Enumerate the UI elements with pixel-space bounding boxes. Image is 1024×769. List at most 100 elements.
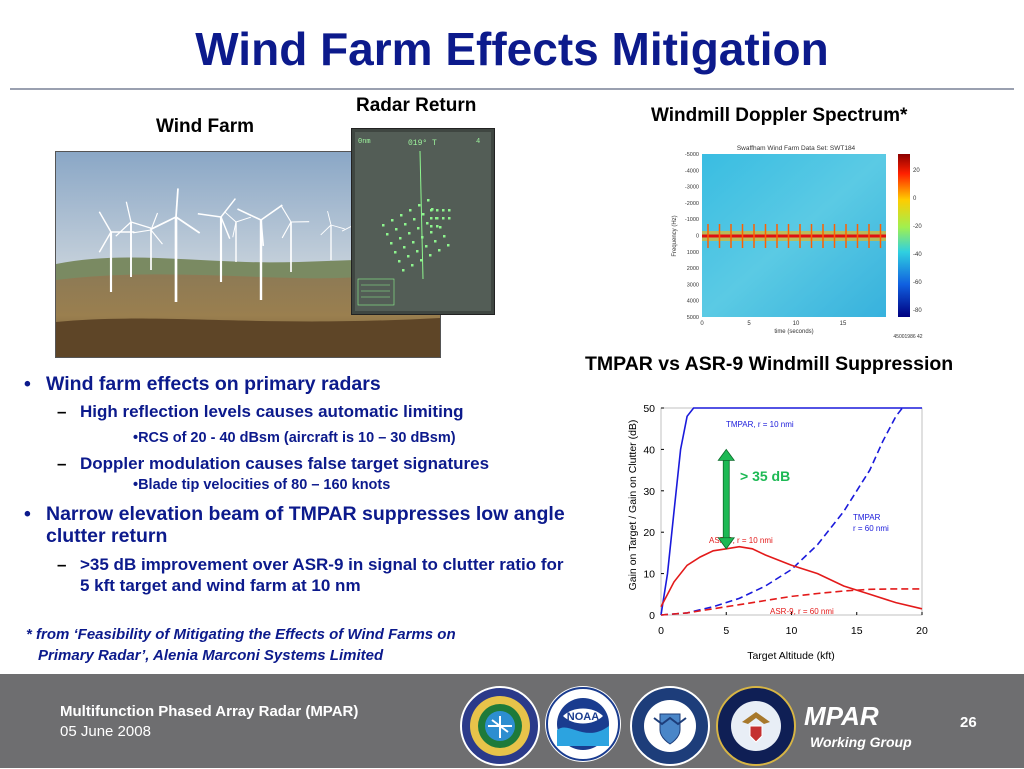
spectrum-y-tick: 0 bbox=[696, 234, 699, 240]
series-line-1 bbox=[661, 408, 902, 615]
spectrum-ylabel: Frequency (Hz) bbox=[672, 215, 678, 256]
y-tick-label: 10 bbox=[643, 569, 655, 581]
x-tick-label: 15 bbox=[851, 625, 863, 637]
radar-echo-dot bbox=[413, 218, 416, 221]
chart-plot-frame bbox=[661, 408, 922, 615]
spectrum-y-tick: 3000 bbox=[687, 282, 699, 288]
spectrum-y-tick: 1000 bbox=[687, 250, 699, 256]
bullet-narrow-beam: Narrow elevation beam of TMPAR suppresse… bbox=[20, 503, 566, 547]
radar-echo-dot bbox=[399, 237, 402, 240]
sub-bullet-text: High reflection levels causes automatic … bbox=[80, 402, 464, 421]
dhs-seal-graphic bbox=[632, 688, 708, 764]
arrow-head-up bbox=[718, 449, 734, 460]
radar-echo-dot bbox=[430, 225, 433, 228]
y-tick-label: 20 bbox=[643, 527, 655, 539]
spectrum-id: 45001986 42 bbox=[893, 334, 922, 340]
radar-display: 0nm 019° T 4 bbox=[352, 129, 494, 314]
slide-title: Wind Farm Effects Mitigation bbox=[0, 22, 1024, 76]
title-divider bbox=[10, 88, 1014, 90]
faa-seal-icon bbox=[460, 686, 540, 766]
radar-echo-dot bbox=[436, 217, 439, 220]
label-asr-60: ASR-9, r = 60 nmi bbox=[770, 607, 834, 616]
radar-echo-dot bbox=[411, 264, 414, 267]
radar-echo-dot bbox=[398, 260, 401, 263]
x-tick-label: 20 bbox=[916, 625, 928, 637]
radar-echo-dot bbox=[408, 232, 411, 235]
radar-echo-dot bbox=[412, 241, 415, 244]
spectrum-y-tick: -2000 bbox=[685, 201, 699, 207]
radar-scale-label: 4 bbox=[476, 138, 480, 146]
spectrum-x-tick: 10 bbox=[793, 321, 800, 327]
x-tick-label: 5 bbox=[723, 625, 729, 637]
sub-bullet-doppler: Doppler modulation causes false target s… bbox=[20, 453, 580, 474]
radar-echo-dot bbox=[442, 217, 445, 220]
radar-echo-dot bbox=[427, 199, 430, 202]
radar-echo-dot bbox=[403, 246, 406, 249]
mpar-brand-subtitle: Working Group bbox=[810, 734, 912, 750]
colorbar-tick: 0 bbox=[913, 196, 917, 202]
radar-echo-dot bbox=[418, 204, 421, 207]
footer-program: Multifunction Phased Array Radar (MPAR) bbox=[60, 703, 358, 720]
label-tmpar-60-line2: r = 60 nmi bbox=[853, 524, 889, 533]
sub-bullet-improvement: >35 dB improvement over ASR-9 in signal … bbox=[20, 554, 570, 596]
radar-bearing-label: 019° T bbox=[408, 139, 437, 148]
footnote: * from ‘Feasibility of Mitigating the Ef… bbox=[26, 624, 456, 666]
y-tick-label: 40 bbox=[643, 444, 655, 456]
y-tick-label: 30 bbox=[643, 486, 655, 498]
radar-echo-dot bbox=[422, 213, 425, 216]
radar-return-caption: Radar Return bbox=[356, 95, 476, 117]
doppler-caption: Windmill Doppler Spectrum* bbox=[651, 105, 907, 127]
radar-echo-dot bbox=[426, 222, 429, 225]
radar-echo-dot bbox=[394, 251, 397, 254]
label-tmpar-60-line1: TMPAR bbox=[853, 513, 881, 522]
radar-echo-dot bbox=[420, 259, 423, 262]
footer-date: 05 June 2008 bbox=[60, 723, 151, 740]
colorbar-tick: -40 bbox=[913, 252, 922, 258]
y-tick-label: 0 bbox=[649, 610, 655, 622]
radar-echo-dot bbox=[395, 228, 398, 231]
colorbar-tick: -20 bbox=[913, 224, 922, 230]
radar-echo-dot bbox=[438, 249, 441, 252]
sub-bullet-text: >35 dB improvement over ASR-9 in signal … bbox=[80, 555, 564, 595]
radar-echo-dot bbox=[425, 245, 428, 248]
spectrum-y-tick: -1000 bbox=[685, 217, 699, 223]
radar-echo-dot bbox=[386, 233, 389, 236]
label-tmpar-10: TMPAR, r = 10 nmi bbox=[726, 420, 794, 429]
spectrum-y-tick: 5000 bbox=[687, 315, 699, 321]
radar-echo-dot bbox=[404, 223, 407, 226]
radar-echo-dot bbox=[447, 244, 450, 247]
sub-bullet-text: Doppler modulation causes false target s… bbox=[80, 454, 489, 473]
radar-echo-dot bbox=[430, 231, 433, 234]
colorbar-tick: 20 bbox=[913, 168, 920, 174]
dod-seal-graphic bbox=[718, 688, 794, 764]
gain-annotation: > 35 dB bbox=[740, 468, 790, 484]
chart-ylabel: Gain on Target / Gain on Clutter (dB) bbox=[627, 420, 639, 591]
radar-return-image: 0nm 019° T 4 bbox=[351, 128, 495, 315]
sub-bullet-reflection: High reflection levels causes automatic … bbox=[20, 401, 580, 422]
spectrum-x-tick: 0 bbox=[700, 321, 704, 327]
radar-echo-dot bbox=[436, 225, 439, 228]
radar-echo-dot bbox=[443, 235, 446, 238]
spectrum-xlabel: time (seconds) bbox=[774, 329, 813, 335]
detail-blade-tip: •Blade tip velocities of 80 – 160 knots bbox=[20, 475, 580, 495]
series-line-2 bbox=[661, 547, 922, 609]
doppler-spectrum-image: Swaffham Wind Farm Data Set: SWT184 -500… bbox=[668, 138, 934, 344]
gain-arrow bbox=[718, 449, 734, 548]
spectrum-y-tick: -4000 bbox=[685, 168, 699, 174]
spectrum-y-tick: 4000 bbox=[687, 299, 699, 305]
faa-seal-graphic bbox=[462, 688, 538, 764]
radar-echo-dot bbox=[402, 269, 405, 272]
colorbar-tick: -80 bbox=[913, 308, 922, 314]
tmpar-vs-caption: TMPAR vs ASR-9 Windmill Suppression bbox=[585, 353, 953, 376]
footnote-line-1: * from ‘Feasibility of Mitigating the Ef… bbox=[26, 624, 456, 645]
spectrum-title: Swaffham Wind Farm Data Set: SWT184 bbox=[737, 145, 856, 152]
mpar-brand: MPAR bbox=[804, 701, 879, 732]
colorbar-tick: -60 bbox=[913, 280, 922, 286]
spectrum-x-tick: 5 bbox=[747, 321, 751, 327]
radar-echo-dot bbox=[442, 209, 445, 212]
footer-bar: Multifunction Phased Array Radar (MPAR) … bbox=[0, 674, 1024, 768]
radar-echo-dot bbox=[400, 214, 403, 217]
dod-seal-icon bbox=[716, 686, 796, 766]
